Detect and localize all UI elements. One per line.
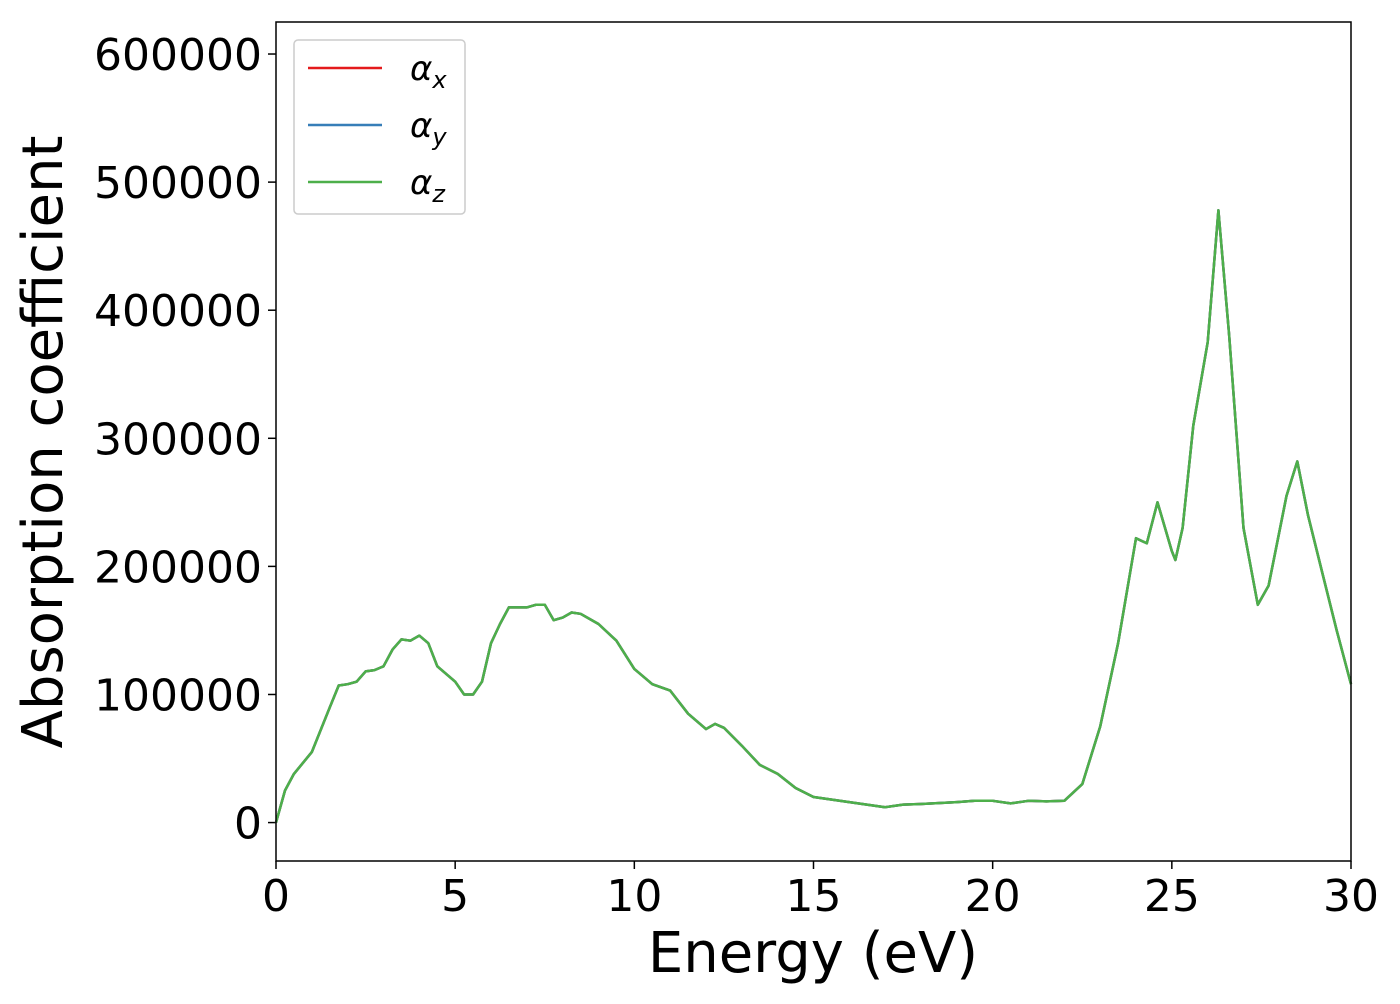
x-tick-label: 0	[262, 871, 290, 922]
y-tick-label: 600000	[94, 30, 262, 81]
x-tick-label: 25	[1144, 871, 1200, 922]
legend-label: αx	[410, 49, 447, 94]
x-tick-label: 20	[965, 871, 1021, 922]
x-tick-label: 15	[786, 871, 842, 922]
x-tick-label: 30	[1323, 871, 1379, 922]
plot-frame	[275, 21, 1352, 862]
legend-label: αy	[410, 106, 447, 151]
y-tick-label: 100000	[94, 670, 262, 721]
y-tick-label: 400000	[94, 286, 262, 337]
data-line	[274, 209, 1353, 823]
y-tick-label: 300000	[94, 414, 262, 465]
y-tick-label: 0	[234, 799, 262, 850]
y-tick-label: 200000	[94, 542, 262, 593]
data-line	[274, 209, 1353, 823]
legend-label: αz	[410, 163, 446, 208]
y-axis-label: Absorption coefficient	[11, 136, 76, 749]
x-axis-label: Energy (eV)	[648, 921, 978, 986]
data-line	[274, 209, 1353, 823]
y-tick-label: 500000	[94, 158, 262, 209]
legend-box	[293, 39, 466, 215]
x-tick-label: 5	[441, 871, 469, 922]
x-tick-label: 10	[606, 871, 662, 922]
